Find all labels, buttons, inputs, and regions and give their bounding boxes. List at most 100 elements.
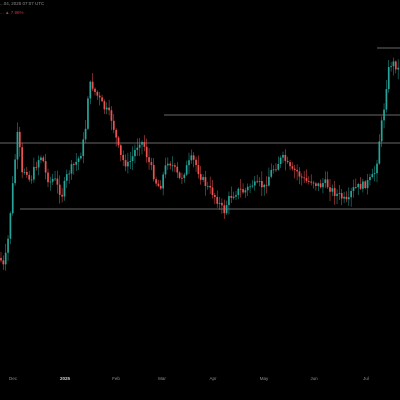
candle-body (312, 182, 315, 184)
candle (176, 162, 179, 179)
candle-body (204, 177, 207, 186)
candle (246, 183, 249, 196)
candle (265, 176, 268, 194)
candle (289, 159, 291, 171)
candle-body (192, 155, 195, 160)
candle (26, 166, 28, 178)
candle-body (394, 61, 397, 70)
candle (28, 170, 31, 182)
candle (214, 192, 216, 205)
candle-body (209, 185, 211, 188)
candle (61, 188, 63, 203)
candle-body (73, 164, 75, 165)
candle-body (251, 185, 254, 187)
candle (373, 165, 376, 182)
candle-body (265, 184, 268, 186)
candle (308, 176, 310, 185)
candle (258, 177, 261, 187)
candle (366, 174, 369, 195)
candle-body (286, 160, 289, 163)
candle-body (195, 159, 197, 166)
candle (235, 191, 237, 200)
candle-body (148, 157, 150, 163)
candle-body (378, 141, 381, 164)
candle (312, 180, 315, 189)
header-date-text: ...04, 2025 07:07 UTC (0, 1, 45, 6)
candle (345, 191, 348, 203)
candle (350, 187, 352, 207)
candle-body (331, 188, 334, 192)
horizontal-levels (0, 47, 400, 210)
candle-body (284, 154, 287, 161)
candle (169, 161, 172, 170)
x-tick-label: Jun (310, 376, 318, 381)
candle (91, 73, 94, 92)
candle (141, 140, 143, 155)
candle-body (387, 67, 390, 90)
candle (134, 144, 136, 164)
candle-body (127, 161, 129, 167)
candle-body (167, 163, 169, 166)
candle (58, 175, 61, 204)
candle-body (122, 154, 125, 161)
candle-body (235, 195, 237, 197)
candle (159, 180, 162, 190)
candle (174, 162, 176, 173)
candle-body (357, 183, 360, 188)
candle (343, 191, 345, 203)
candle-body (268, 176, 270, 186)
candle-body (347, 197, 350, 200)
x-tick-label: Apr (209, 376, 217, 381)
candle (355, 178, 357, 190)
candle (171, 156, 174, 172)
candle-body (136, 147, 139, 150)
candle-body (345, 196, 348, 200)
candle-body (61, 194, 63, 197)
candle-body (75, 161, 78, 165)
candle (35, 161, 38, 171)
candle-body (275, 169, 277, 171)
candle (347, 187, 350, 206)
candle-body (343, 196, 345, 199)
candle (195, 156, 197, 172)
candle-body (218, 202, 221, 204)
candle-body (54, 178, 56, 180)
candle (18, 126, 21, 157)
candle-body (21, 147, 23, 173)
candle (4, 243, 7, 271)
candle-body (352, 187, 355, 191)
candle-body (155, 179, 157, 184)
candle (117, 135, 120, 148)
candle-body (80, 155, 82, 159)
candle-body (70, 164, 73, 174)
candle (329, 179, 331, 202)
candle (256, 174, 258, 184)
candle-body (310, 181, 313, 183)
candle (362, 178, 364, 193)
candle-body (371, 174, 374, 177)
candle (364, 180, 367, 190)
candle (178, 171, 181, 180)
candle (33, 157, 35, 183)
candle (286, 156, 289, 164)
candle (197, 155, 200, 179)
candle-body (329, 187, 331, 192)
candle (80, 152, 82, 160)
candle-body (145, 146, 148, 158)
candle (54, 170, 56, 182)
candle-body (120, 145, 122, 155)
candle-body (30, 179, 33, 181)
candle-body (326, 179, 329, 188)
candle-body (380, 120, 383, 142)
x-tick-label: Mar (158, 376, 166, 381)
candle-body (131, 156, 134, 162)
candle (380, 116, 383, 147)
candle (181, 172, 183, 185)
candle (216, 190, 219, 208)
candle-body (249, 186, 251, 188)
candle (101, 94, 103, 103)
candle-body (56, 178, 59, 185)
candle-body (317, 183, 320, 186)
candle-body (40, 157, 42, 161)
